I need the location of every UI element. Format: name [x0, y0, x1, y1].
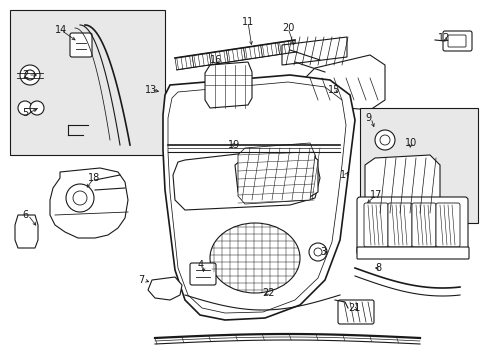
- Polygon shape: [15, 215, 38, 248]
- FancyBboxPatch shape: [356, 197, 467, 255]
- Text: 4: 4: [198, 260, 203, 270]
- Text: 15: 15: [327, 85, 340, 95]
- Text: 12: 12: [437, 33, 449, 43]
- Circle shape: [66, 184, 94, 212]
- Polygon shape: [282, 37, 346, 65]
- Polygon shape: [305, 55, 384, 110]
- Polygon shape: [204, 62, 251, 108]
- Text: 17: 17: [369, 190, 382, 200]
- Text: 16: 16: [209, 55, 222, 65]
- FancyBboxPatch shape: [337, 300, 373, 324]
- Polygon shape: [163, 75, 354, 320]
- FancyBboxPatch shape: [70, 33, 92, 57]
- Text: 13: 13: [145, 85, 157, 95]
- FancyBboxPatch shape: [10, 10, 164, 155]
- Circle shape: [374, 130, 394, 150]
- Text: 14: 14: [55, 25, 67, 35]
- Text: 11: 11: [242, 17, 254, 27]
- Circle shape: [308, 243, 326, 261]
- Text: 9: 9: [364, 113, 370, 123]
- FancyBboxPatch shape: [435, 203, 459, 247]
- Circle shape: [18, 101, 32, 115]
- FancyBboxPatch shape: [442, 31, 471, 51]
- Text: 2: 2: [22, 70, 28, 80]
- FancyBboxPatch shape: [447, 35, 465, 47]
- Polygon shape: [148, 277, 182, 300]
- Polygon shape: [238, 143, 314, 204]
- FancyBboxPatch shape: [359, 108, 477, 223]
- Polygon shape: [209, 50, 228, 65]
- Polygon shape: [243, 45, 262, 60]
- Text: 18: 18: [88, 173, 100, 183]
- Circle shape: [73, 191, 87, 205]
- Polygon shape: [235, 150, 317, 202]
- Circle shape: [20, 65, 40, 85]
- Polygon shape: [364, 155, 439, 216]
- Text: 5: 5: [22, 108, 28, 118]
- Text: 7: 7: [138, 275, 144, 285]
- Text: 19: 19: [227, 140, 240, 150]
- Text: 20: 20: [282, 23, 294, 33]
- Polygon shape: [173, 148, 319, 210]
- Polygon shape: [50, 168, 128, 238]
- FancyBboxPatch shape: [356, 247, 468, 259]
- Text: 10: 10: [404, 138, 416, 148]
- Polygon shape: [226, 48, 245, 62]
- Ellipse shape: [209, 223, 299, 293]
- Circle shape: [313, 248, 321, 256]
- Circle shape: [25, 70, 35, 80]
- Polygon shape: [277, 40, 296, 54]
- FancyBboxPatch shape: [363, 203, 387, 247]
- FancyBboxPatch shape: [190, 263, 216, 285]
- Text: 1: 1: [339, 170, 346, 180]
- Text: 21: 21: [347, 303, 360, 313]
- Polygon shape: [175, 55, 194, 70]
- FancyBboxPatch shape: [411, 203, 435, 247]
- Text: 8: 8: [374, 263, 380, 273]
- Text: 3: 3: [319, 247, 325, 257]
- FancyBboxPatch shape: [387, 203, 411, 247]
- Polygon shape: [192, 53, 211, 67]
- Text: 22: 22: [262, 288, 274, 298]
- Circle shape: [379, 135, 389, 145]
- Text: 6: 6: [22, 210, 28, 220]
- Polygon shape: [260, 42, 279, 57]
- Circle shape: [30, 101, 44, 115]
